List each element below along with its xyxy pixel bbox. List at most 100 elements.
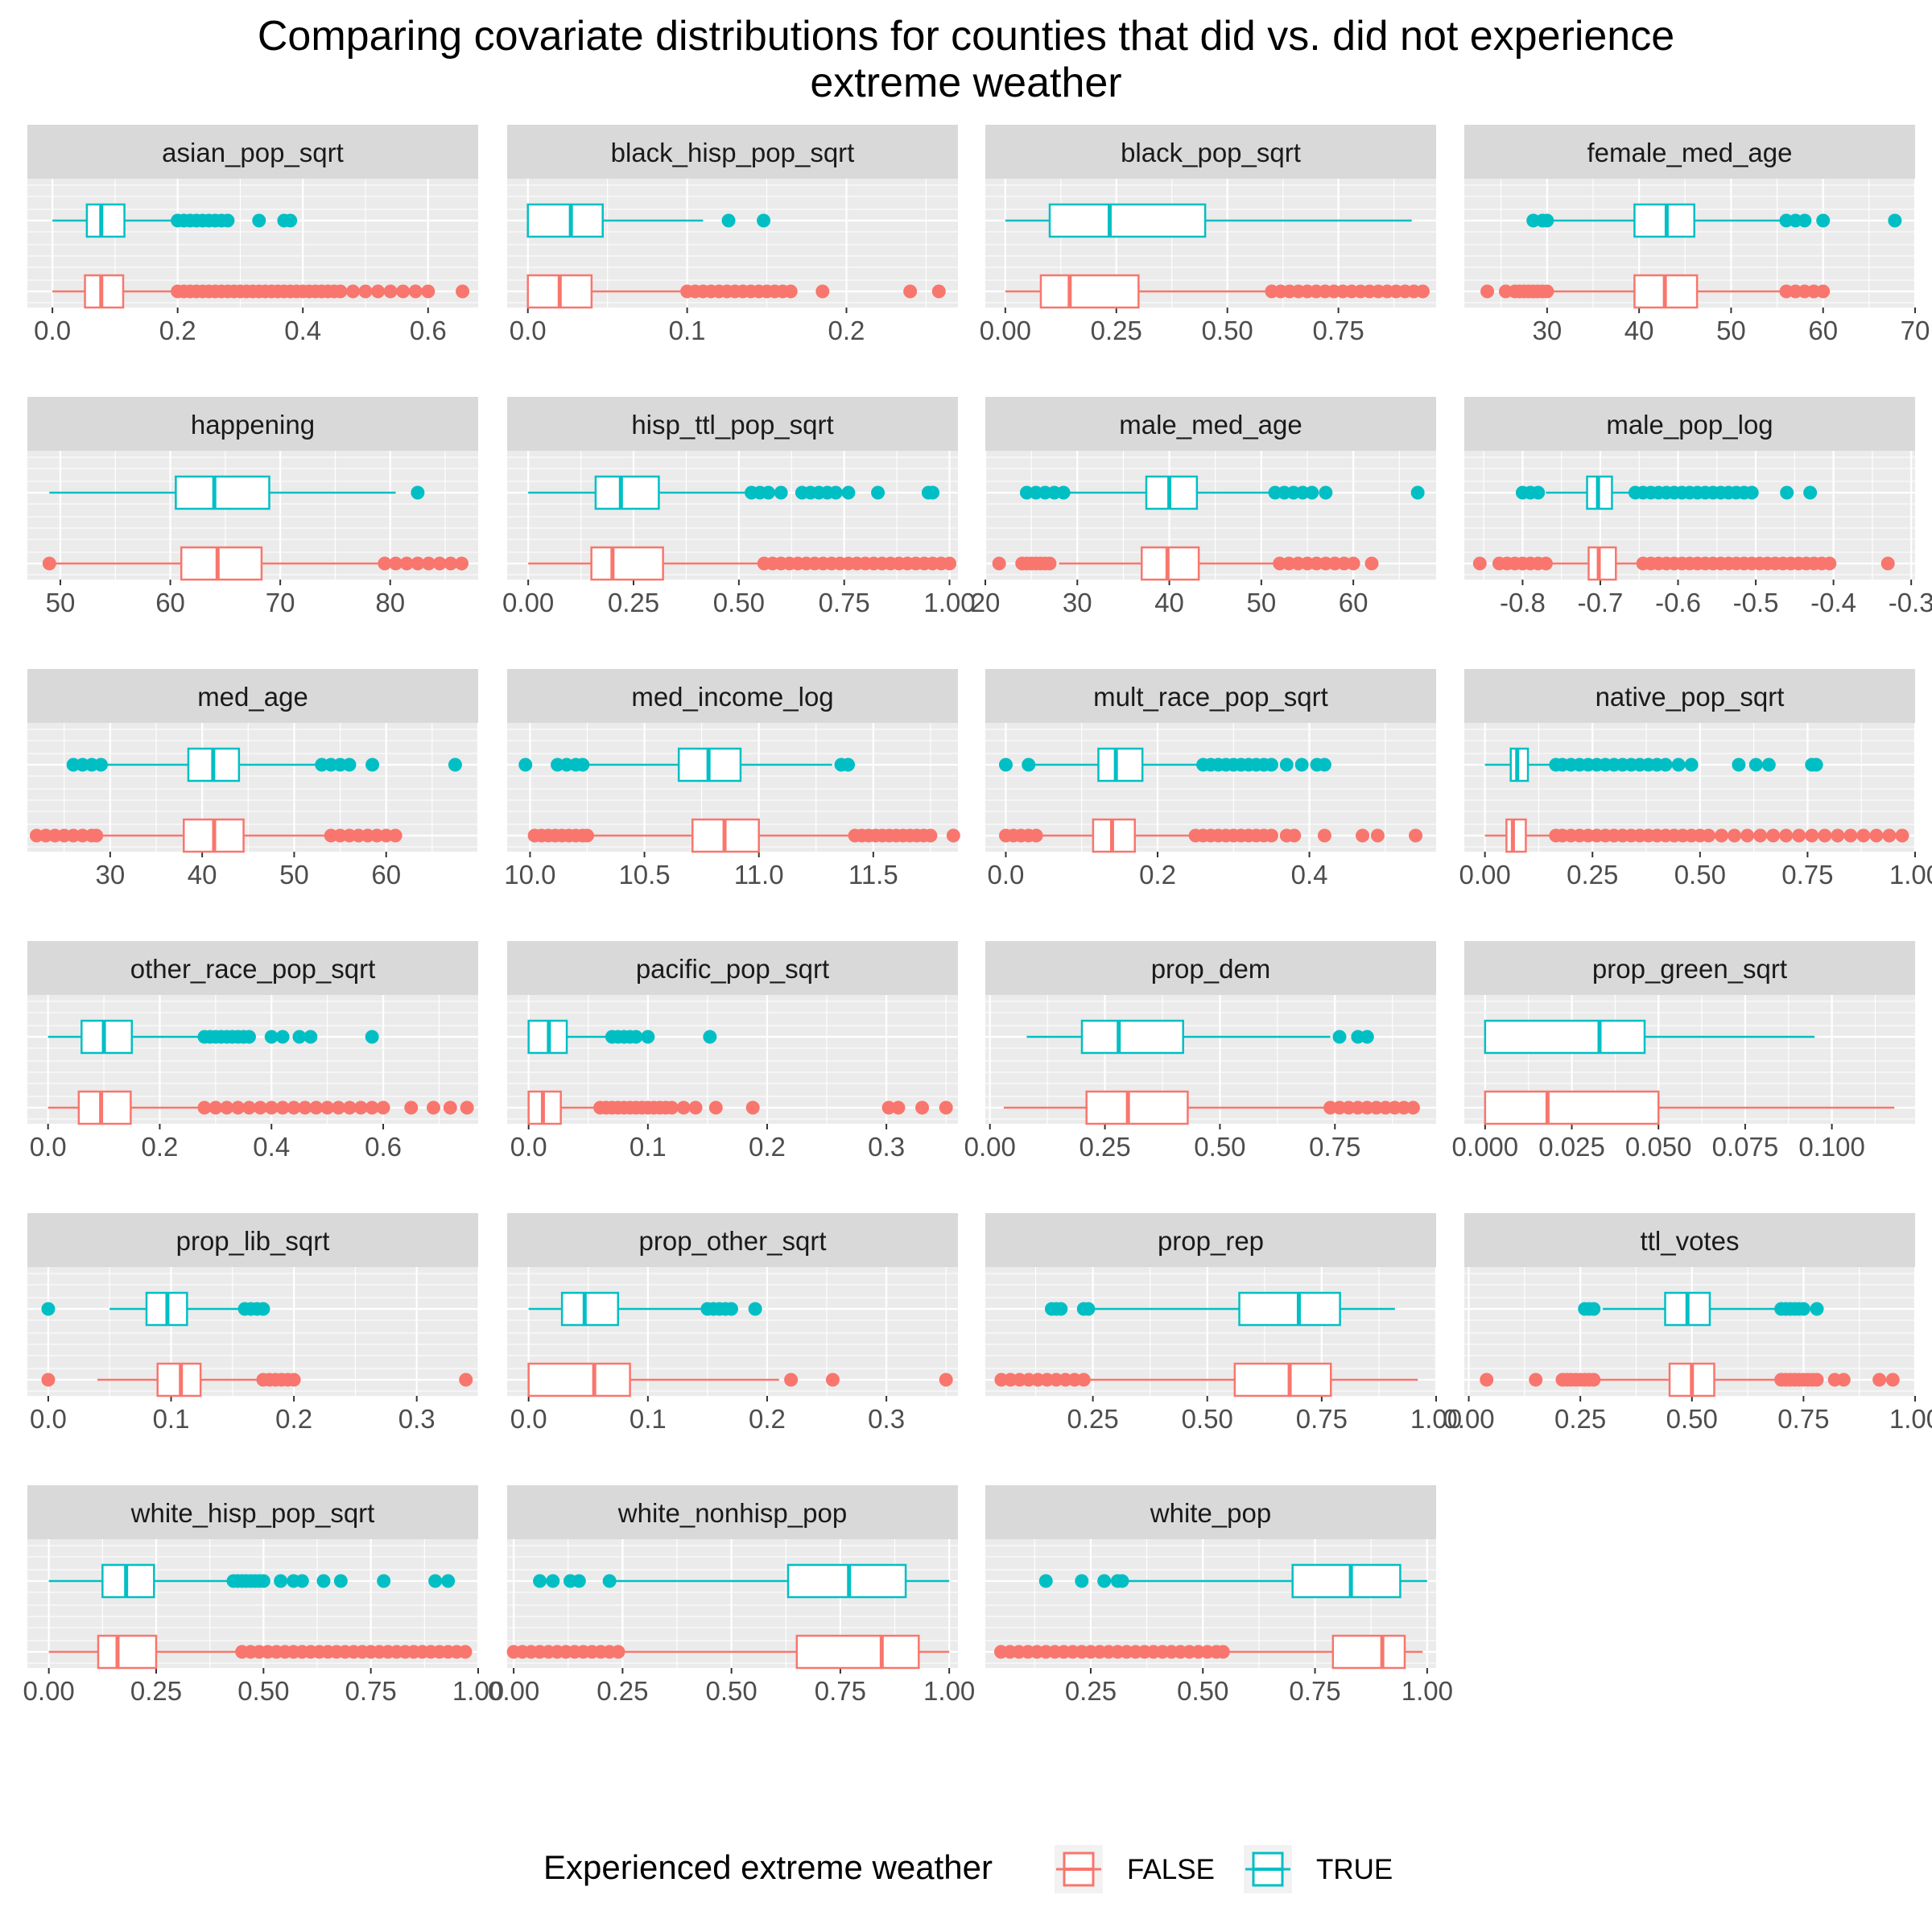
box-true (998, 747, 1331, 782)
facet-black_hisp_pop_sqrt: black_hisp_pop_sqrt 0.0 0.1 0.2 (507, 125, 958, 345)
outlier-point (422, 556, 436, 571)
outlier-point (1885, 1373, 1900, 1387)
outlier-point (41, 1373, 56, 1387)
x-tick-label: 0.100 (1798, 1132, 1865, 1162)
outlier-point (1816, 284, 1831, 299)
box-iqr (1484, 1090, 1660, 1125)
facet-female_med_age: female_med_age 30 40 50 60 70 (1464, 125, 1930, 345)
outlier-point (1356, 828, 1370, 843)
x-tick-label: 50 (46, 588, 76, 617)
outlier-point (1264, 758, 1278, 772)
facet-strip (1464, 125, 1915, 179)
box-true (528, 1291, 762, 1327)
outlier-point (1410, 485, 1425, 500)
outlier-point (365, 758, 380, 772)
facet-strip (507, 125, 958, 179)
x-tick-label: 0.1 (630, 1132, 667, 1162)
outlier-point (1540, 213, 1554, 228)
legend-label-false: FALSE (1127, 1854, 1215, 1885)
outlier-point (1810, 1373, 1824, 1387)
outlier-point (342, 1100, 357, 1115)
box-iqr (101, 1563, 155, 1599)
x-tick-label: 1.00 (452, 1676, 504, 1706)
x-tick-label: 10.5 (618, 860, 670, 890)
facet-strip (985, 125, 1436, 179)
outlier-point (275, 1030, 290, 1044)
box-iqr (1080, 1019, 1184, 1055)
outlier-point (1540, 284, 1554, 299)
x-tick-label: 0.75 (345, 1676, 397, 1706)
outlier-point (460, 1100, 474, 1115)
box-iqr (527, 1362, 631, 1397)
facet-strip-label: white_pop (1150, 1498, 1271, 1528)
x-tick-label: 0.00 (964, 1132, 1016, 1162)
outlier-point (376, 1100, 390, 1115)
box-iqr (84, 274, 125, 309)
outlier-point (1888, 213, 1902, 228)
outlier-point (298, 1100, 312, 1115)
box-false (48, 1634, 473, 1670)
outlier-point (287, 1100, 301, 1115)
outlier-point (1587, 1373, 1601, 1387)
outlier-point (915, 1100, 930, 1115)
x-tick-label: 0.50 (237, 1676, 289, 1706)
box-true (49, 475, 425, 510)
outlier-point (1022, 758, 1036, 772)
outlier-point (1744, 485, 1759, 500)
outlier-point (365, 1030, 379, 1044)
x-tick-label: 1.00 (923, 588, 975, 617)
x-tick-label: 10.0 (504, 860, 555, 890)
facet-panels: asian_pop_sqrt 0.0 0.2 0.4 0.6 black_hisp_pop… (23, 125, 1932, 1706)
outlier-point (220, 1100, 234, 1115)
x-tick-label: 0.50 (713, 588, 765, 617)
x-tick-label: 0.50 (1177, 1676, 1228, 1706)
x-tick-label: 0.0 (510, 1404, 547, 1434)
box-false (42, 546, 469, 581)
x-tick-label: 0.75 (1777, 1404, 1829, 1434)
box-true (1005, 203, 1412, 238)
facet-strip-label: prop_lib_sqrt (176, 1226, 330, 1256)
x-tick-label: 0.75 (815, 1676, 866, 1706)
x-tick-label: 30 (1063, 588, 1092, 617)
box-true (526, 203, 771, 238)
outlier-point (242, 1100, 256, 1115)
box-true (1526, 203, 1902, 238)
outlier-point (320, 1100, 335, 1115)
x-tick-label: -0.4 (1810, 588, 1856, 617)
x-tick-label: 60 (155, 588, 185, 617)
outlier-point (448, 758, 462, 772)
outlier-point (408, 284, 423, 299)
box-iqr (1145, 475, 1199, 510)
facet-strip-label: asian_pop_sqrt (162, 138, 344, 167)
outlier-point (1332, 1030, 1347, 1044)
outlier-point (1869, 828, 1884, 843)
outlier-point (641, 1030, 655, 1044)
x-tick-label: -0.6 (1655, 588, 1701, 617)
facet-strip-label: hisp_ttl_pop_sqrt (631, 410, 833, 440)
box-iqr (1509, 747, 1530, 782)
outlier-point (388, 828, 402, 843)
facet-strip-label: pacific_pop_sqrt (636, 954, 829, 984)
outlier-point (1472, 556, 1487, 571)
outlier-point (1671, 758, 1686, 772)
outlier-point (724, 1302, 739, 1316)
outlier-point (389, 556, 403, 571)
outlier-point (629, 1030, 643, 1044)
facet-strip-label: happening (191, 410, 315, 440)
facet-strip-label: prop_dem (1151, 954, 1271, 984)
outlier-point (1264, 828, 1278, 843)
outlier-point (353, 1100, 368, 1115)
outlier-point (274, 1574, 288, 1588)
box-true (41, 1291, 270, 1327)
box-true (52, 203, 298, 238)
outlier-point (342, 758, 357, 772)
x-tick-label: 0.25 (1091, 316, 1142, 345)
box-true (1038, 1563, 1427, 1599)
outlier-point (1529, 1373, 1543, 1387)
outlier-point (1038, 1574, 1053, 1588)
facet-strip (1464, 941, 1915, 995)
outlier-point (708, 1100, 723, 1115)
box-iqr (594, 475, 660, 510)
outlier-point (1075, 1574, 1089, 1588)
